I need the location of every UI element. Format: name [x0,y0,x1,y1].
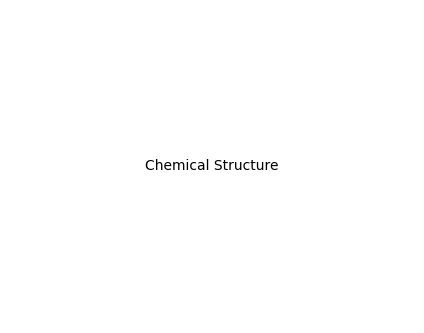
Text: Chemical Structure: Chemical Structure [145,160,279,173]
